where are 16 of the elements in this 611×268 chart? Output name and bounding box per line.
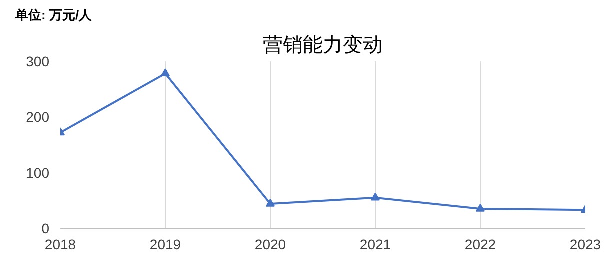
x-tick-label: 2019 [150,236,182,252]
point [161,68,170,77]
chart-title: 营销能力变动 [263,34,383,56]
point [266,198,275,207]
x-tick-label: 2018 [44,236,76,252]
y-tick-label: 300 [26,54,50,70]
x-tick-label: 2022 [464,236,496,252]
x-tick-label: 2023 [570,236,602,252]
x-tick-label: 2021 [360,236,392,252]
x-tick-label: 2020 [254,236,286,252]
y-tick-label: 100 [26,164,50,181]
y-axis-title: 单位: 万元/人 [14,8,94,22]
point [371,192,380,201]
y-tick-label: 0 [42,220,50,236]
y-tick-label: 200 [26,109,50,126]
point [476,204,485,212]
